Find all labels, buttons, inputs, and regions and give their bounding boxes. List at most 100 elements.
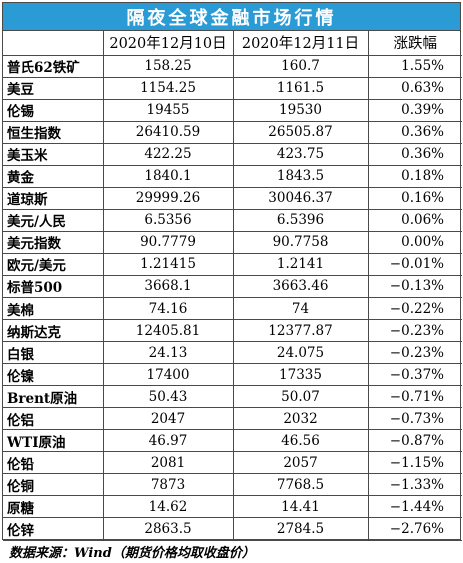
row-value-date-1: 6.5356: [103, 209, 234, 232]
row-value-date-1: 17400: [103, 363, 234, 387]
row-value-date-2: 74: [233, 297, 369, 321]
table-row: 伦铅 2081 2057 −1.15%: [3, 451, 462, 475]
row-value-date-1: 26410.59: [103, 121, 234, 144]
row-value-date-2: 7768.5: [233, 473, 369, 497]
table-row: Brent原油 50.43 50.07 −0.71%: [3, 385, 462, 409]
table-row: 美棉 74.16 74 −0.22%: [3, 297, 462, 321]
row-value-date-1: 2081: [103, 451, 234, 475]
row-change: 0.63%: [368, 77, 462, 100]
row-value-date-2: 3663.46: [233, 275, 369, 299]
row-value-date-1: 2047: [103, 407, 234, 431]
row-change: 0.36%: [368, 121, 462, 144]
table-row: 黄金 1840.1 1843.5 0.18%: [3, 165, 462, 188]
table-row: 美玉米 422.25 423.75 0.36%: [3, 143, 462, 166]
row-name: 标普500: [3, 275, 104, 299]
market-table: 2020年12月10日 2020年12月11日 涨跌幅 普氏62铁矿 158.25…: [3, 31, 462, 541]
row-name: WTI原油: [3, 429, 104, 453]
row-name: 伦铜: [3, 473, 104, 497]
row-name: 黄金: [3, 165, 104, 188]
row-change: 0.16%: [368, 187, 462, 210]
table-row: 白银 24.13 24.075 −0.23%: [3, 341, 462, 365]
row-name: 伦锡: [3, 99, 104, 122]
row-value-date-1: 14.62: [103, 495, 234, 519]
table-row: 原糖 14.62 14.41 −1.44%: [3, 495, 462, 519]
table-row: 美元/人民 6.5356 6.5396 0.06%: [3, 209, 462, 232]
row-value-date-2: 30046.37: [233, 187, 369, 210]
row-value-date-1: 19455: [103, 99, 234, 122]
header-name: [3, 31, 104, 56]
table-row: 伦铜 7873 7768.5 −1.33%: [3, 473, 462, 497]
row-value-date-2: 26505.87: [233, 121, 369, 144]
row-change: −0.71%: [368, 385, 462, 409]
row-value-date-2: 90.7758: [233, 231, 369, 254]
row-change: 0.36%: [368, 143, 462, 166]
row-change: −0.23%: [368, 319, 462, 343]
row-change: 0.18%: [368, 165, 462, 188]
row-name: 美玉米: [3, 143, 104, 166]
row-name: 白银: [3, 341, 104, 365]
row-value-date-1: 12405.81: [103, 319, 234, 343]
row-value-date-2: 160.7: [233, 55, 369, 78]
row-change: −0.87%: [368, 429, 462, 453]
row-name: 道琼斯: [3, 187, 104, 210]
row-value-date-1: 1840.1: [103, 165, 234, 188]
row-value-date-1: 158.25: [103, 55, 234, 78]
row-value-date-2: 24.075: [233, 341, 369, 365]
row-change: −0.13%: [368, 275, 462, 299]
row-change: −0.37%: [368, 363, 462, 387]
row-change: −0.01%: [368, 253, 462, 276]
row-name: 美棉: [3, 297, 104, 321]
row-value-date-2: 6.5396: [233, 209, 369, 232]
row-change: −1.44%: [368, 495, 462, 519]
row-change: 1.55%: [368, 55, 462, 78]
table-row: 恒生指数 26410.59 26505.87 0.36%: [3, 121, 462, 144]
row-value-date-1: 7873: [103, 473, 234, 497]
row-value-date-1: 46.97: [103, 429, 234, 453]
table-row: 伦锌 2863.5 2784.5 −2.76%: [3, 517, 462, 541]
table-row: 美豆 1154.25 1161.5 0.63%: [3, 77, 462, 100]
row-value-date-2: 2057: [233, 451, 369, 475]
table-row: WTI原油 46.97 46.56 −0.87%: [3, 429, 462, 453]
row-change: 0.06%: [368, 209, 462, 232]
header-row: 2020年12月10日 2020年12月11日 涨跌幅: [3, 31, 462, 56]
row-name: 伦铝: [3, 407, 104, 431]
table-row: 美元指数 90.7779 90.7758 0.00%: [3, 231, 462, 254]
table-title: 隔夜全球金融市场行情: [3, 3, 460, 31]
row-name: 美元/人民: [3, 209, 104, 232]
row-change: 0.00%: [368, 231, 462, 254]
data-source-note: 数据来源：Wind（期货价格均取收盘价）: [9, 546, 255, 562]
row-name: 普氏62铁矿: [3, 55, 104, 78]
table-row: 标普500 3668.1 3663.46 −0.13%: [3, 275, 462, 299]
row-value-date-1: 90.7779: [103, 231, 234, 254]
row-value-date-1: 2863.5: [103, 517, 234, 541]
row-change: −0.73%: [368, 407, 462, 431]
table-row: 普氏62铁矿 158.25 160.7 1.55%: [3, 55, 462, 78]
row-value-date-1: 24.13: [103, 341, 234, 365]
row-change: −1.33%: [368, 473, 462, 497]
row-value-date-1: 3668.1: [103, 275, 234, 299]
header-change: 涨跌幅: [368, 31, 462, 56]
row-value-date-2: 2032: [233, 407, 369, 431]
row-value-date-2: 46.56: [233, 429, 369, 453]
table-row: 伦锡 19455 19530 0.39%: [3, 99, 462, 122]
row-name: 原糖: [3, 495, 104, 519]
row-name: 美豆: [3, 77, 104, 100]
row-name: 恒生指数: [3, 121, 104, 144]
row-change: −0.23%: [368, 341, 462, 365]
table-row: 伦铝 2047 2032 −0.73%: [3, 407, 462, 431]
row-value-date-2: 1843.5: [233, 165, 369, 188]
row-name: 伦铅: [3, 451, 104, 475]
row-change: 0.39%: [368, 99, 462, 122]
row-name: Brent原油: [3, 385, 104, 409]
row-name: 纳斯达克: [3, 319, 104, 343]
row-value-date-2: 423.75: [233, 143, 369, 166]
row-value-date-1: 50.43: [103, 385, 234, 409]
table-row: 伦镍 17400 17335 −0.37%: [3, 363, 462, 387]
table-row: 纳斯达克 12405.81 12377.87 −0.23%: [3, 319, 462, 343]
row-value-date-2: 1.2141: [233, 253, 369, 276]
header-date-2: 2020年12月11日: [233, 31, 369, 56]
row-value-date-2: 19530: [233, 99, 369, 122]
row-value-date-2: 50.07: [233, 385, 369, 409]
row-name: 伦镍: [3, 363, 104, 387]
row-value-date-2: 17335: [233, 363, 369, 387]
